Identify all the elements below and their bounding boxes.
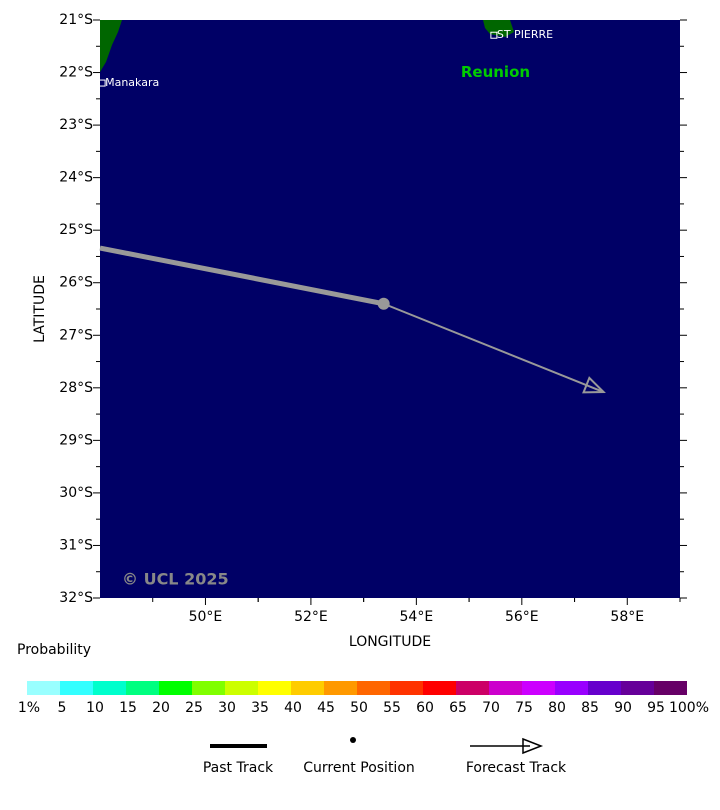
- legend-tick-label: 10: [86, 700, 104, 716]
- y-tick-label: 23°S: [59, 117, 93, 133]
- place-label: ST PIERRE: [497, 28, 553, 41]
- color-cell: [654, 681, 687, 695]
- color-cell: [555, 681, 588, 695]
- forecast-arrowhead: [582, 376, 606, 394]
- ocean: [100, 20, 680, 598]
- legend-label: Past Track: [203, 760, 274, 776]
- place-marker: [98, 79, 106, 87]
- y-tick-label: 28°S: [59, 380, 93, 396]
- color-cell: [27, 681, 60, 695]
- color-cell: [126, 681, 159, 695]
- legend-tick-label: 55: [383, 700, 401, 716]
- y-tick-label: 24°S: [59, 170, 93, 186]
- legend-tick-label: 75: [515, 700, 533, 716]
- past-track: [99, 245, 385, 307]
- forecast-track: [383, 302, 604, 393]
- legend-tick-label: 30: [218, 700, 236, 716]
- legend-tick-label: 70: [482, 700, 500, 716]
- legend-tick-label: 1%: [18, 700, 40, 716]
- y-tick-label: 22°S: [59, 65, 93, 81]
- y-tick-label: 26°S: [59, 275, 93, 291]
- legend-title: Probability: [17, 642, 91, 658]
- legend-tick-label: 20: [152, 700, 170, 716]
- legend-tick-label: 5: [58, 700, 67, 716]
- legend-tick-label: 100%: [669, 700, 709, 716]
- x-tick-label: 56°E: [505, 609, 539, 625]
- color-cell: [192, 681, 225, 695]
- region-label: Reunion: [461, 63, 530, 81]
- color-cell: [456, 681, 489, 695]
- legend-label: Current Position: [303, 760, 415, 776]
- color-cell: [93, 681, 126, 695]
- y-tick-label: 25°S: [59, 222, 93, 238]
- place-label: Manakara: [105, 76, 159, 89]
- color-cell: [258, 681, 291, 695]
- x-tick-label: 54°E: [400, 609, 434, 625]
- copyright: © UCL 2025: [122, 570, 229, 589]
- legend-tick-label: 50: [350, 700, 368, 716]
- place-marker: [490, 31, 498, 39]
- current-position: [377, 297, 390, 310]
- legend-tick-label: 40: [284, 700, 302, 716]
- color-cell: [423, 681, 456, 695]
- legend-tick-label: 60: [416, 700, 434, 716]
- y-tick-label: 30°S: [59, 485, 93, 501]
- color-cell: [357, 681, 390, 695]
- color-cell: [489, 681, 522, 695]
- legend-tick-label: 65: [449, 700, 467, 716]
- y-tick-label: 32°S: [59, 590, 93, 606]
- y-tick-label: 29°S: [59, 432, 93, 448]
- color-cell: [324, 681, 357, 695]
- y-axis-title: LATITUDE: [32, 275, 48, 343]
- legend-tick-label: 45: [317, 700, 335, 716]
- x-tick-label: 52°E: [294, 609, 328, 625]
- legend-tick-label: 90: [614, 700, 632, 716]
- legend-tick-label: 80: [548, 700, 566, 716]
- color-cell: [291, 681, 324, 695]
- legend-tick-label: 25: [185, 700, 203, 716]
- color-cell: [60, 681, 93, 695]
- legend-tick-label: 35: [251, 700, 269, 716]
- color-cell: [621, 681, 654, 695]
- color-cell: [390, 681, 423, 695]
- color-cell: [588, 681, 621, 695]
- color-cell: [159, 681, 192, 695]
- color-cell: [225, 681, 258, 695]
- x-tick-label: 58°E: [610, 609, 644, 625]
- legend-current-position: [350, 737, 356, 743]
- y-tick-label: 31°S: [59, 537, 93, 553]
- y-tick-label: 27°S: [59, 327, 93, 343]
- x-tick-label: 50°E: [189, 609, 223, 625]
- legend-tick-label: 15: [119, 700, 137, 716]
- legend-tick-label: 85: [581, 700, 599, 716]
- x-axis-title: LONGITUDE: [349, 634, 431, 650]
- color-cell: [522, 681, 555, 695]
- legend-label: Forecast Track: [466, 760, 567, 776]
- land: [100, 20, 122, 72]
- legend-tick-label: 95: [647, 700, 665, 716]
- y-tick-label: 21°S: [59, 12, 93, 28]
- legend-arrow: [522, 737, 544, 755]
